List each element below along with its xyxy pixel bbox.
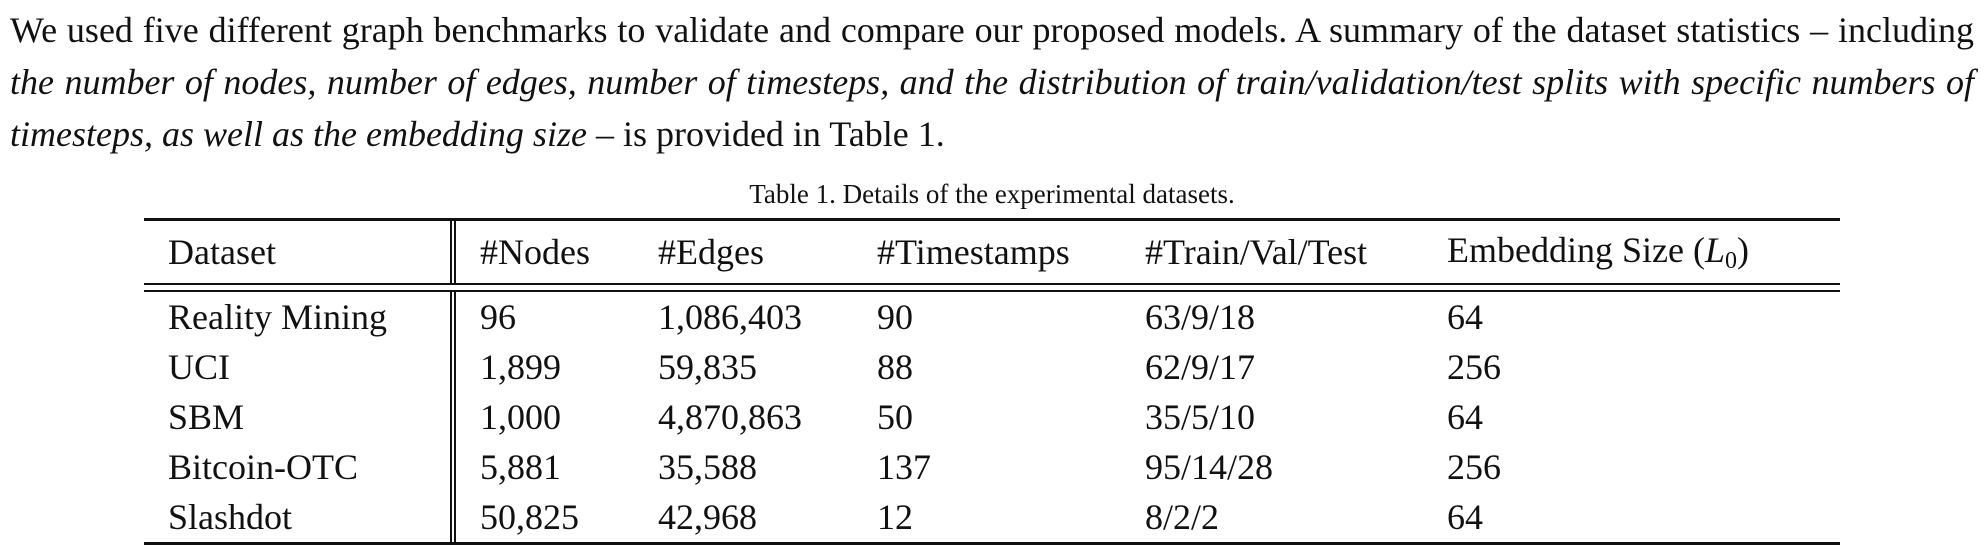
cell-dataset: SBM [144, 392, 456, 442]
table-row: Reality Mining 96 1,086,403 90 63/9/18 64 [144, 292, 1840, 342]
cell-timestamps: 88 [877, 347, 913, 387]
header-embedding-variable: L [1704, 230, 1725, 270]
cell-dataset: Bitcoin-OTC [144, 442, 456, 492]
table-body: Reality Mining 96 1,086,403 90 63/9/18 64 UCI 1… [144, 292, 1840, 542]
table-row: Bitcoin-OTC 5,881 35,588 137 95/14/28 256 [144, 442, 1840, 492]
cell-nodes: 50,825 [480, 497, 579, 537]
header-embedding-subscript: 0 [1724, 248, 1737, 274]
cell-edges: 35,588 [658, 447, 757, 487]
cell-split: 35/5/10 [1145, 397, 1256, 437]
cell-embedding-size: 64 [1447, 397, 1483, 437]
cell-timestamps: 90 [877, 297, 913, 337]
cell-dataset: Reality Mining [144, 292, 456, 342]
table-header: Dataset #Nodes #Edges #Timestamps #Train… [144, 221, 1840, 283]
cell-split: 62/9/17 [1145, 347, 1256, 387]
cell-nodes: 5,881 [480, 447, 561, 487]
cell-nodes: 1,000 [480, 397, 561, 437]
datasets-table-grid: Dataset #Nodes #Edges #Timestamps #Train… [144, 221, 1840, 283]
body-paragraph: We used five different graph benchmarks … [10, 4, 1974, 160]
header-embedding-suffix: ) [1736, 230, 1749, 270]
cell-timestamps: 137 [877, 447, 931, 487]
datasets-table: Dataset #Nodes #Edges #Timestamps #Train… [144, 218, 1840, 545]
cell-nodes: 1,899 [480, 347, 561, 387]
cell-timestamps: 12 [877, 497, 913, 537]
header-edges: #Edges [658, 232, 764, 272]
header-timestamps: #Timestamps [877, 232, 1070, 272]
paragraph-text-end: – is provided in Table 1. [586, 114, 945, 154]
cell-edges: 1,086,403 [658, 297, 802, 337]
paragraph-text-start: We used five different graph benchmarks … [10, 10, 1974, 50]
cell-dataset: UCI [144, 342, 456, 392]
header-embedding-size: Embedding Size (L0) [1423, 221, 1840, 283]
header-split: #Train/Val/Test [1145, 232, 1368, 272]
cell-nodes: 96 [480, 297, 516, 337]
cell-embedding-size: 256 [1447, 447, 1501, 487]
cell-edges: 59,835 [658, 347, 757, 387]
table-row: UCI 1,899 59,835 88 62/9/17 256 [144, 342, 1840, 392]
table-top-rule [144, 218, 1840, 221]
cell-split: 63/9/18 [1145, 297, 1256, 337]
header-nodes: #Nodes [480, 232, 590, 272]
datasets-table-body: Reality Mining 96 1,086,403 90 63/9/18 64 UCI 1… [144, 292, 1840, 542]
header-embedding-prefix: Embedding Size ( [1447, 230, 1705, 270]
cell-edges: 42,968 [658, 497, 757, 537]
header-dataset: Dataset [144, 221, 456, 283]
table-caption: Table 1. Details of the experimental dat… [749, 179, 1235, 209]
cell-split: 8/2/2 [1145, 497, 1220, 537]
cell-edges: 4,870,863 [658, 397, 802, 437]
header-row: Dataset #Nodes #Edges #Timestamps #Train… [144, 221, 1840, 283]
cell-dataset: Slashdot [144, 492, 456, 542]
table-row: Slashdot 50,825 42,968 12 8/2/2 64 [144, 492, 1840, 542]
cell-timestamps: 50 [877, 397, 913, 437]
table-row: SBM 1,000 4,870,863 50 35/5/10 64 [144, 392, 1840, 442]
cell-embedding-size: 64 [1447, 297, 1483, 337]
cell-embedding-size: 64 [1447, 497, 1483, 537]
paragraph-emphasis: the number of nodes, number of edges, nu… [10, 62, 1974, 154]
table-header-double-rule [144, 283, 1840, 292]
cell-embedding-size: 256 [1447, 347, 1501, 387]
cell-split: 95/14/28 [1145, 447, 1274, 487]
